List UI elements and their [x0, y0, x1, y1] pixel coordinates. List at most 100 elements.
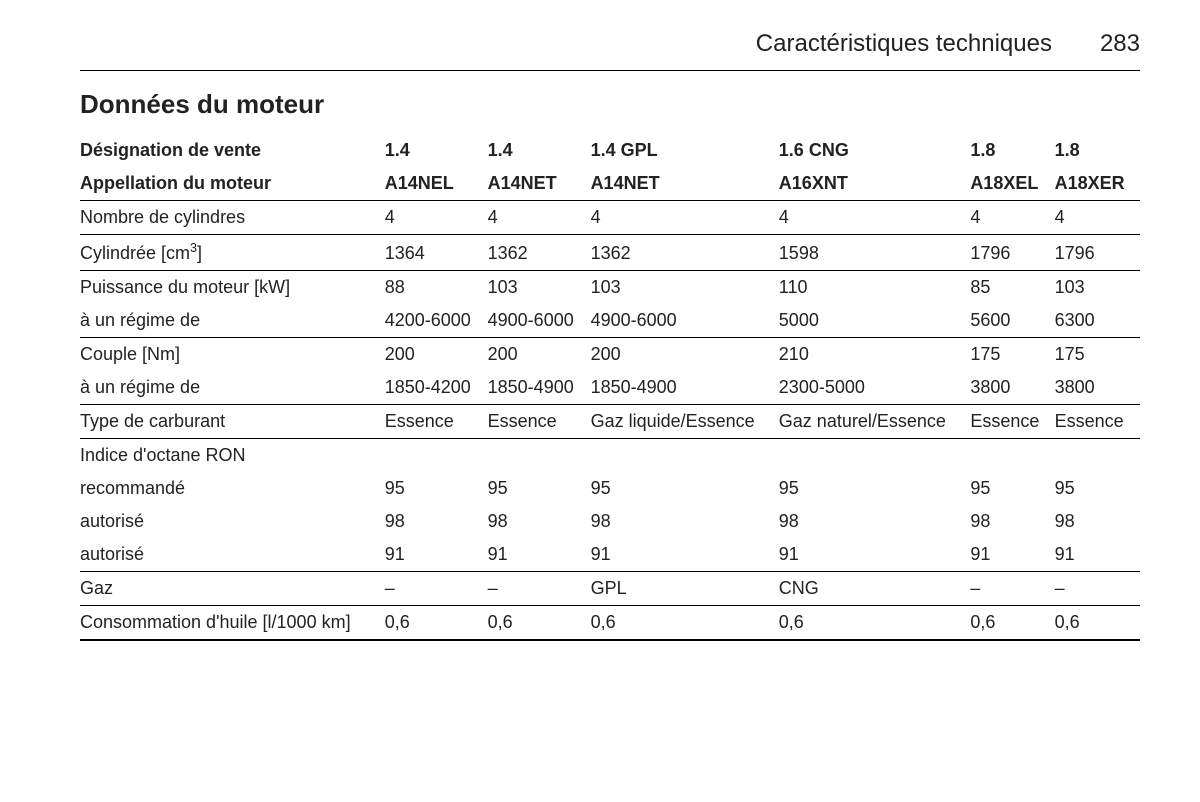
data-cell: 0,6	[970, 606, 1054, 641]
row-label: autorisé	[80, 505, 385, 538]
header-cell: A18XER	[1055, 167, 1140, 201]
data-cell: 1850-4900	[591, 371, 779, 405]
data-cell: CNG	[779, 572, 971, 606]
data-cell: 210	[779, 338, 971, 372]
table-row: autorisé989898989898	[80, 505, 1140, 538]
table-row: à un régime de4200-60004900-60004900-600…	[80, 304, 1140, 338]
row-label: Consommation d'huile [l/1000 km]	[80, 606, 385, 641]
header-cell: A14NET	[488, 167, 591, 201]
row-label: à un régime de	[80, 371, 385, 405]
data-cell: 95	[970, 472, 1054, 505]
header-cell: 1.4 GPL	[591, 134, 779, 167]
table-row: recommandé959595959595	[80, 472, 1140, 505]
row-label: Couple [Nm]	[80, 338, 385, 372]
data-cell: 4	[385, 201, 488, 235]
header-cell: A18XEL	[970, 167, 1054, 201]
data-cell	[1055, 439, 1140, 473]
data-cell: 1362	[488, 235, 591, 271]
row-label: Indice d'octane RON	[80, 439, 385, 473]
data-cell: 98	[1055, 505, 1140, 538]
data-cell: 91	[488, 538, 591, 572]
data-cell	[488, 439, 591, 473]
row-label: Puissance du moteur [kW]	[80, 271, 385, 305]
data-cell: 175	[970, 338, 1054, 372]
row-label: Appellation du moteur	[80, 167, 385, 201]
data-cell: 200	[591, 338, 779, 372]
table-head-row: Appellation du moteurA14NELA14NETA14NETA…	[80, 167, 1140, 201]
data-cell: 91	[779, 538, 971, 572]
header-cell: A14NET	[591, 167, 779, 201]
table-row: Cylindrée [cm3]136413621362159817961796	[80, 235, 1140, 271]
data-cell: 1362	[591, 235, 779, 271]
header-cell: 1.8	[970, 134, 1054, 167]
data-cell: 2300-5000	[779, 371, 971, 405]
data-cell: 0,6	[385, 606, 488, 641]
data-cell: 0,6	[1055, 606, 1140, 641]
data-cell	[779, 439, 971, 473]
table-row: Puissance du moteur [kW]8810310311085103	[80, 271, 1140, 305]
data-cell: 91	[1055, 538, 1140, 572]
table-row: Indice d'octane RON	[80, 439, 1140, 473]
data-cell: 4900-6000	[488, 304, 591, 338]
data-cell: 98	[970, 505, 1054, 538]
table-row: autorisé919191919191	[80, 538, 1140, 572]
data-cell: 5000	[779, 304, 971, 338]
data-cell: 85	[970, 271, 1054, 305]
section-title: Données du moteur	[80, 89, 1140, 120]
data-cell: 4900-6000	[591, 304, 779, 338]
header-cell: 1.4	[488, 134, 591, 167]
data-cell: 110	[779, 271, 971, 305]
row-label: Cylindrée [cm3]	[80, 235, 385, 271]
data-cell: 4	[779, 201, 971, 235]
header-cell: 1.8	[1055, 134, 1140, 167]
data-cell: 103	[488, 271, 591, 305]
data-cell: –	[1055, 572, 1140, 606]
data-cell: 98	[779, 505, 971, 538]
table-row: Gaz––GPLCNG––	[80, 572, 1140, 606]
data-cell: 95	[1055, 472, 1140, 505]
row-label: Gaz	[80, 572, 385, 606]
data-cell: 98	[591, 505, 779, 538]
data-cell: 4	[591, 201, 779, 235]
data-cell: 88	[385, 271, 488, 305]
data-cell: Essence	[970, 405, 1054, 439]
data-cell: 103	[1055, 271, 1140, 305]
data-cell: 175	[1055, 338, 1140, 372]
data-cell: 4	[1055, 201, 1140, 235]
header-cell: 1.6 CNG	[779, 134, 971, 167]
data-cell: 4200-6000	[385, 304, 488, 338]
data-cell: 4	[970, 201, 1054, 235]
data-cell: 1850-4200	[385, 371, 488, 405]
data-cell: –	[488, 572, 591, 606]
header-cell: 1.4	[385, 134, 488, 167]
data-cell: 95	[488, 472, 591, 505]
data-cell: 91	[385, 538, 488, 572]
row-label: Désignation de vente	[80, 134, 385, 167]
data-cell	[385, 439, 488, 473]
page-number: 283	[1100, 30, 1140, 58]
data-cell: 1796	[1055, 235, 1140, 271]
data-cell: 1598	[779, 235, 971, 271]
row-label: Nombre de cylindres	[80, 201, 385, 235]
header-cell: A14NEL	[385, 167, 488, 201]
table-row: Couple [Nm]200200200210175175	[80, 338, 1140, 372]
table-head-row: Désignation de vente1.41.41.4 GPL1.6 CNG…	[80, 134, 1140, 167]
row-label: Type de carburant	[80, 405, 385, 439]
data-cell: 91	[591, 538, 779, 572]
table-head: Désignation de vente1.41.41.4 GPL1.6 CNG…	[80, 134, 1140, 201]
data-cell: 95	[779, 472, 971, 505]
data-cell: 0,6	[488, 606, 591, 641]
data-cell: 95	[591, 472, 779, 505]
data-cell: 1364	[385, 235, 488, 271]
data-cell: 3800	[1055, 371, 1140, 405]
table-row: Nombre de cylindres444444	[80, 201, 1140, 235]
data-cell: 3800	[970, 371, 1054, 405]
data-cell: 1796	[970, 235, 1054, 271]
row-label: à un régime de	[80, 304, 385, 338]
data-cell: 91	[970, 538, 1054, 572]
data-cell: 4	[488, 201, 591, 235]
data-cell: 200	[385, 338, 488, 372]
row-label: recommandé	[80, 472, 385, 505]
data-cell: Essence	[1055, 405, 1140, 439]
data-cell: –	[970, 572, 1054, 606]
